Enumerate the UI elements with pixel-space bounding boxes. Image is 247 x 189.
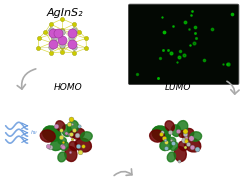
Text: hν: hν xyxy=(31,130,37,135)
Ellipse shape xyxy=(185,138,201,152)
Ellipse shape xyxy=(179,141,187,151)
Ellipse shape xyxy=(160,139,173,151)
FancyArrowPatch shape xyxy=(227,81,239,94)
Ellipse shape xyxy=(56,121,65,131)
Ellipse shape xyxy=(170,142,178,151)
Ellipse shape xyxy=(177,121,188,134)
Ellipse shape xyxy=(75,138,91,152)
Ellipse shape xyxy=(81,132,92,141)
Ellipse shape xyxy=(58,137,66,144)
Ellipse shape xyxy=(174,147,186,161)
Ellipse shape xyxy=(72,129,84,139)
Ellipse shape xyxy=(152,126,170,141)
Ellipse shape xyxy=(167,152,176,162)
Ellipse shape xyxy=(40,130,55,142)
Ellipse shape xyxy=(152,126,170,141)
Ellipse shape xyxy=(182,129,194,139)
Ellipse shape xyxy=(67,121,78,134)
Ellipse shape xyxy=(62,125,71,136)
FancyArrowPatch shape xyxy=(114,169,132,176)
Text: AgInS₂: AgInS₂ xyxy=(47,8,84,18)
Text: LUMO: LUMO xyxy=(165,83,191,92)
FancyArrowPatch shape xyxy=(17,69,36,89)
Ellipse shape xyxy=(50,139,63,151)
Ellipse shape xyxy=(61,142,68,151)
Ellipse shape xyxy=(171,125,181,136)
Ellipse shape xyxy=(179,130,186,137)
Ellipse shape xyxy=(65,147,77,161)
Text: HOMO: HOMO xyxy=(54,83,83,92)
FancyBboxPatch shape xyxy=(128,4,239,84)
Ellipse shape xyxy=(43,126,61,141)
Ellipse shape xyxy=(70,130,77,137)
Ellipse shape xyxy=(190,132,202,141)
Ellipse shape xyxy=(167,137,176,144)
Ellipse shape xyxy=(43,126,61,141)
Ellipse shape xyxy=(69,141,78,151)
Ellipse shape xyxy=(150,130,165,142)
Ellipse shape xyxy=(165,121,174,131)
Ellipse shape xyxy=(58,152,66,162)
